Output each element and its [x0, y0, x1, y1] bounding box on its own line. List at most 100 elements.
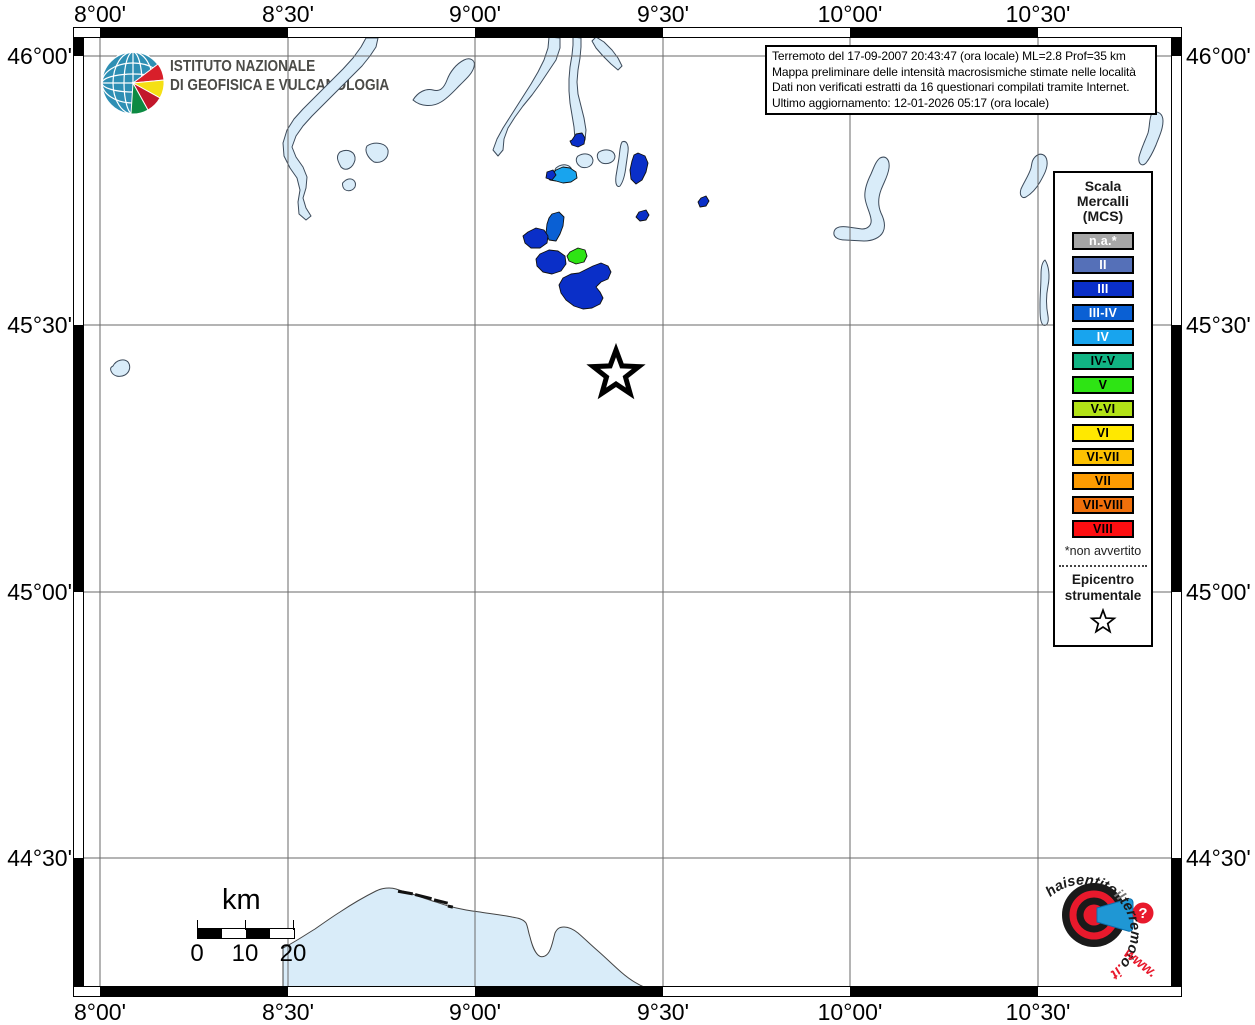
frame-black-segment [74, 37, 83, 56]
frame-black-segment [74, 325, 83, 592]
lake [341, 178, 356, 192]
lake [596, 149, 616, 165]
graticule [83, 37, 1172, 987]
lake [591, 37, 623, 71]
legend-swatch-ivv: IV-V [1072, 352, 1134, 370]
star-icon [1089, 607, 1117, 634]
lat-tick-label: 45°00' [1186, 579, 1251, 605]
harbour-marks [397, 889, 454, 909]
legend-swatch-viii: VIII [1072, 520, 1134, 538]
lake [282, 37, 379, 221]
lake [1019, 153, 1048, 198]
legend-swatch-iii: III [1072, 280, 1134, 298]
legend-box: Scala Mercalli (MCS) n.a.* II III III-IV IV I… [1053, 171, 1153, 647]
legend-epicenter-line2: strumentale [1064, 588, 1142, 603]
legend-swatch-iiiiv: III-IV [1072, 304, 1134, 322]
lon-tick-label: 9°00' [449, 1, 501, 27]
legend-title: Scala Mercalli (MCS) [1055, 179, 1151, 224]
legend-footnote: *non avvertito [1064, 544, 1142, 558]
frame-black-segment [475, 28, 663, 37]
legend-swatch-viiviii: VII-VIII [1072, 496, 1134, 514]
hsit-question-mark: ? [1138, 905, 1147, 922]
lat-tick-label: 46°00' [7, 43, 72, 69]
title-line-description: Mappa preliminare delle intensità macros… [772, 64, 1136, 79]
lon-tick-label: 9°00' [449, 999, 501, 1025]
lon-tick-label: 8°30' [262, 1, 314, 27]
lake [412, 58, 475, 106]
frame-black-segment [100, 28, 288, 37]
legend-swatch-vivii: VI-VII [1072, 448, 1134, 466]
lake [1039, 259, 1050, 326]
legend-title-line1: Scala [1084, 178, 1122, 194]
lon-tick-label: 10°00' [817, 1, 883, 27]
lon-tick-label: 8°00' [74, 999, 126, 1025]
intensity-patch-III [545, 169, 557, 181]
legend-title-line2: Mercalli [1076, 193, 1130, 209]
intensity-patches [522, 132, 710, 310]
frame-black-segment [850, 987, 1038, 996]
frame-black-segment [1172, 325, 1181, 592]
lat-tick-label: 45°30' [7, 312, 72, 338]
intensity-patch-III [629, 152, 649, 185]
legend-swatch-vi: VI [1072, 424, 1134, 442]
title-line-updated: Ultimo aggiornamento: 12-01-2026 05:17 (… [772, 95, 1050, 110]
lon-tick-label: 8°30' [262, 999, 314, 1025]
lake [833, 156, 890, 242]
lake [110, 359, 131, 377]
lon-tick-label: 10°30' [1005, 1, 1071, 27]
scale-bar-bar [197, 928, 295, 939]
lake [568, 37, 587, 146]
lake [615, 141, 629, 187]
legend-title-line3: (MCS) [1082, 208, 1124, 224]
frame-band-bottom [73, 986, 1182, 997]
intensity-patch-III [635, 209, 650, 222]
ingv-globe-icon [101, 51, 165, 115]
lon-tick-label: 10°00' [817, 999, 883, 1025]
lat-tick-label: 45°00' [7, 579, 72, 605]
lake [1138, 111, 1164, 166]
scale-bar-tick-0: 0 [190, 940, 204, 967]
legend-swatch-iv: IV [1072, 328, 1134, 346]
intensity-patch-III [558, 262, 612, 310]
legend-epicenter-symbol [1055, 607, 1151, 639]
frame-black-segment [100, 987, 288, 996]
intensity-patch-III [697, 195, 710, 208]
legend-swatch-v: V [1072, 376, 1134, 394]
ingv-logo [98, 46, 168, 121]
scale-bar-tick-20: 20 [279, 940, 307, 967]
scale-bar-tick-10: 10 [231, 940, 259, 967]
legend-swatch-vii: VII [1072, 472, 1134, 490]
ingv-org-line1: ISTITUTO NAZIONALE [170, 58, 316, 75]
lake [492, 37, 561, 157]
intensity-patch-V [566, 247, 588, 265]
sea [282, 887, 645, 987]
frame-black-segment [850, 28, 1038, 37]
intensity-patch-III-IV [545, 211, 565, 242]
lon-tick-label: 9°30' [637, 999, 689, 1025]
frame-black-segment [74, 858, 83, 987]
lon-tick-label: 10°30' [1005, 999, 1071, 1025]
legend-divider [1059, 565, 1147, 567]
frame-band-left [73, 37, 84, 987]
lake [365, 142, 389, 163]
lon-tick-label: 9°30' [637, 1, 689, 27]
legend-items: n.a.* II III III-IV IV IV-V V V-VI VI VI-VII VII VI… [1055, 232, 1151, 538]
lake [575, 153, 594, 169]
frame-black-segment [475, 987, 663, 996]
scale-bar-unit: km [222, 884, 261, 916]
hsit-watermark-logo: ? haisentitoilterremoto.it www. [1037, 852, 1173, 989]
lat-tick-label: 46°00' [1186, 43, 1251, 69]
legend-epicenter-title: Epicentro strumentale [1055, 572, 1151, 604]
title-line-event: Terremoto del 17-09-2007 20:43:47 (ora l… [772, 49, 1126, 63]
lat-tick-label: 44°30' [7, 845, 72, 871]
legend-swatch-na: n.a.* [1072, 232, 1134, 250]
intensity-patch-III [522, 227, 549, 249]
legend-swatch-vvi: V-VI [1072, 400, 1134, 418]
lake [337, 149, 356, 170]
hsit-megaphone-icon [1096, 898, 1134, 932]
frame-band-top [73, 27, 1182, 38]
frame-black-segment [1172, 858, 1181, 987]
lon-tick-label: 8°00' [74, 1, 126, 27]
hsit-question-bubble-icon: ? [1132, 902, 1154, 924]
